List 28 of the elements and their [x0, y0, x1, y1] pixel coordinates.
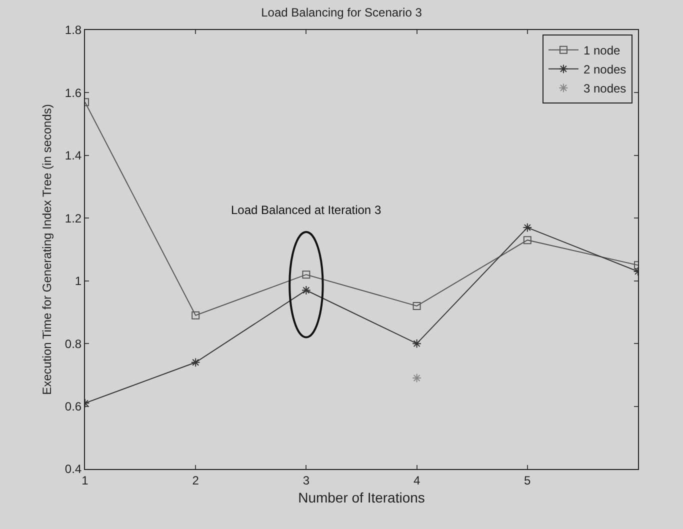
y-tick-label: 0.6 [64, 399, 82, 414]
legend-label: 2 nodes [583, 62, 626, 77]
y-tick-label: 1 [74, 274, 82, 288]
point [523, 236, 532, 244]
point [302, 270, 310, 279]
legend-label: 1 node [583, 44, 620, 58]
point [412, 302, 421, 310]
y-tick-label: 1.6 [64, 86, 82, 100]
point [302, 286, 311, 295]
point [412, 373, 422, 383]
y-tick-label: 0.4 [64, 462, 82, 476]
x-tick-label: 4 [413, 473, 420, 488]
legend-label: 3 nodes [583, 82, 626, 96]
x-tick-label: 3 [302, 473, 310, 488]
point [522, 222, 532, 232]
y-tick-label: 0.8 [64, 336, 82, 351]
point [412, 338, 422, 348]
point [190, 358, 200, 368]
y-axis-title: Execution Time for Generating Index Tree (in seconds) [40, 104, 54, 395]
y-tick-label: 1.2 [64, 211, 82, 226]
annotation: Load Balanced at Iteration 3 [231, 203, 382, 217]
y-tick-label: 1.4 [64, 148, 82, 163]
x-tick-label: 2 [192, 473, 200, 488]
point [192, 311, 200, 320]
chart-title: Load Balancing for Scenario 3 [261, 5, 422, 20]
x-tick-label: 5 [524, 473, 532, 488]
y-tick-label: 1.8 [64, 23, 82, 38]
x-axis-title: Number of Iterations [298, 490, 425, 506]
